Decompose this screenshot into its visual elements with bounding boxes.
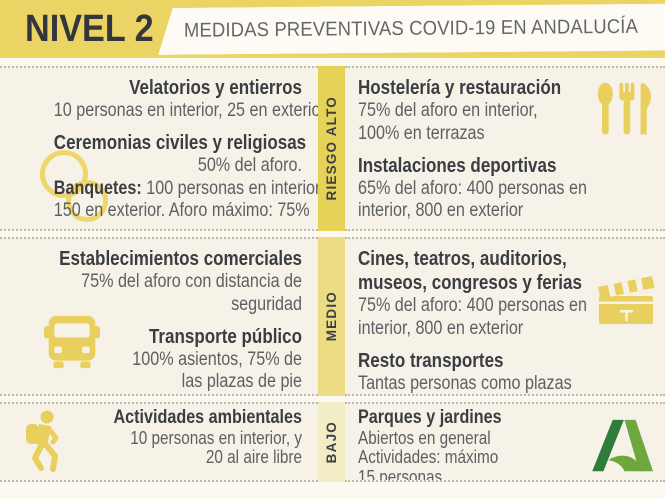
block-line: 150 en exterior. Aforo máximo: 75% xyxy=(53,200,310,222)
block-line: interior, 800 en exterior xyxy=(358,200,524,222)
banquetes-label: Banquetes: xyxy=(53,177,142,199)
card-cines-transportes: Cines, teatros, auditorios, museos, cong… xyxy=(345,237,665,396)
block-resto-transportes: Resto transportes Tantas personas como p… xyxy=(358,349,610,394)
level-badge: NIVEL 2 xyxy=(25,8,154,50)
block-ceremonias: Ceremonias civiles y religiosas 50% del … xyxy=(53,131,318,223)
block-title: Ceremonias civiles y religiosas xyxy=(53,131,307,154)
risk-band-label: MEDIO xyxy=(324,291,339,342)
row-riesgo-bajo: Actividades ambientales 10 personas en i… xyxy=(0,402,665,482)
block-title: Transporte público xyxy=(148,325,302,348)
bus-icon xyxy=(44,315,100,369)
block-line: las plazas de pie xyxy=(181,371,302,393)
film-clapperboard-icon xyxy=(598,276,655,324)
block-title: Hostelería y restauración xyxy=(358,77,562,99)
risk-band-bajo: BAJO xyxy=(318,402,345,482)
junta-de-andalucia-logo xyxy=(592,419,653,472)
block-line: 10 personas en interior, y xyxy=(130,427,302,448)
block-line: interior, 800 en exterior xyxy=(358,317,524,339)
row-riesgo-alto: Velatorios y entierros 10 personas en in… xyxy=(0,66,665,231)
block-title: Velatorios y entierros xyxy=(129,77,302,99)
block-transporte-publico: Transporte público 100% asientos, 75% de… xyxy=(54,325,302,394)
block-establecimientos: Establecimientos comerciales 75% del afo… xyxy=(54,247,302,317)
block-line: 20 al aire libre xyxy=(205,447,302,468)
block-line: 75% del aforo en interior, xyxy=(358,100,538,121)
block-title: museos, congresos y ferias xyxy=(358,272,582,294)
card-velatorios-ceremonias: Velatorios y entierros 10 personas en in… xyxy=(0,66,318,231)
risk-band-alto: RIESGO ALTO xyxy=(318,66,345,231)
block-instalaciones-deportivas: Instalaciones deportivas 65% del aforo: … xyxy=(358,154,610,224)
block-line: 75% del aforo: 400 personas en xyxy=(358,295,587,316)
block-line: 10 personas en interior, 25 en exterior xyxy=(53,100,318,121)
block-velatorios: Velatorios y entierros 10 personas en in… xyxy=(53,76,318,123)
block-title: Instalaciones deportivas xyxy=(358,154,557,177)
card-comercios-transporte: Establecimientos comerciales 75% del afo… xyxy=(0,237,318,396)
block-title: Establecimientos comerciales xyxy=(59,248,303,270)
subtitle-band: MEDIDAS PREVENTIVAS COVID-19 EN ANDALUCÍ… xyxy=(158,4,665,55)
block-line: Tantas personas como plazas xyxy=(358,372,572,394)
block-line: 100% asientos, 75% de xyxy=(132,348,302,370)
wedding-rings-icon xyxy=(66,180,108,222)
card-hosteleria-deportivas: Hostelería y restauración 75% del aforo … xyxy=(345,66,665,231)
block-line: Abiertos en general xyxy=(358,427,491,448)
block-hosteleria: Hostelería y restauración 75% del aforo … xyxy=(358,76,610,146)
block-line: Banquetes: 100 personas en interior, xyxy=(53,177,318,201)
page-title: MEDIDAS PREVENTIVAS COVID-19 EN ANDALUCÍ… xyxy=(183,15,639,42)
block-line: 100% en terrazas xyxy=(358,122,485,144)
block-title: Resto transportes xyxy=(358,349,504,372)
cutlery-icon xyxy=(597,82,652,135)
block-line: 75% del aforo con distancia de xyxy=(81,271,302,292)
block-title: Actividades ambientales xyxy=(113,407,302,428)
block-parques-jardines: Parques y jardines Abiertos en general A… xyxy=(358,407,610,482)
block-cines-teatros: Cines, teatros, auditorios, museos, cong… xyxy=(358,247,610,341)
risk-band-label: BAJO xyxy=(324,420,339,464)
block-line: 15 personas xyxy=(358,466,443,482)
header: NIVEL 2 MEDIDAS PREVENTIVAS COVID-19 EN … xyxy=(0,0,665,58)
risk-band-medio: MEDIO xyxy=(318,237,345,396)
hiker-icon xyxy=(26,410,59,472)
card-actividades-ambientales: Actividades ambientales 10 personas en i… xyxy=(0,402,318,482)
content-rows: Velatorios y entierros 10 personas en in… xyxy=(0,66,665,482)
block-actividades-ambientales: Actividades ambientales 10 personas en i… xyxy=(54,407,302,468)
banquetes-text: 100 personas en interior, xyxy=(146,177,318,199)
card-parques-jardines: Parques y jardines Abiertos en general A… xyxy=(345,402,665,482)
block-line: 65% del aforo: 400 personas en xyxy=(358,177,587,199)
row-riesgo-medio: Establecimientos comerciales 75% del afo… xyxy=(0,237,665,396)
risk-band-label: RIESGO ALTO xyxy=(324,96,339,201)
wedding-rings-icon xyxy=(40,150,88,198)
block-title: Cines, teatros, auditorios, xyxy=(358,248,567,270)
block-line: Actividades: máximo xyxy=(358,447,499,468)
block-line: seguridad xyxy=(231,293,302,315)
block-title: Parques y jardines xyxy=(358,407,502,428)
block-line: 50% del aforo. xyxy=(197,154,302,176)
